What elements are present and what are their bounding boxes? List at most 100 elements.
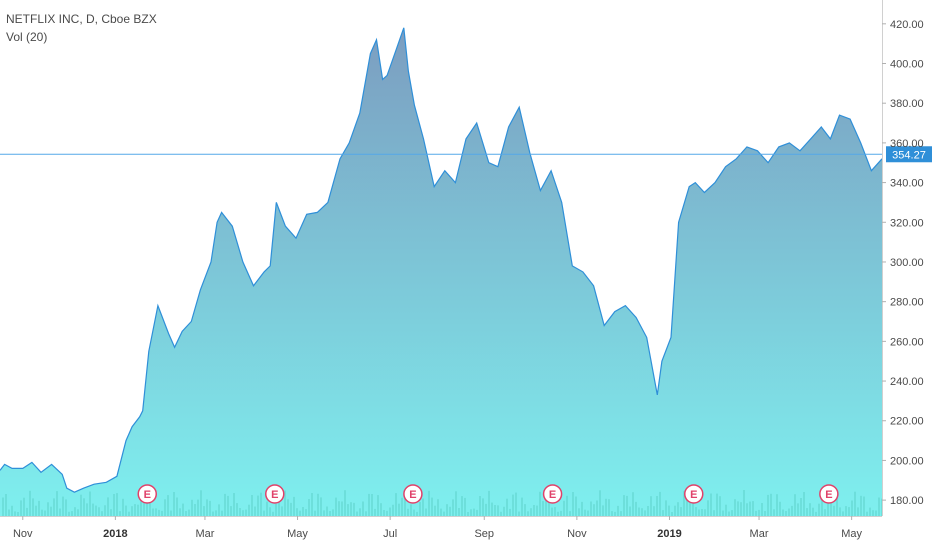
volume-bar (524, 504, 526, 516)
x-tick-label: Mar (750, 528, 769, 540)
volume-bar (515, 492, 517, 516)
volume-bar (83, 498, 85, 516)
volume-bar (695, 507, 697, 516)
volume-bar (14, 511, 16, 516)
volume-bar (41, 509, 43, 516)
earnings-marker[interactable] (137, 484, 158, 504)
volume-bar (197, 499, 199, 516)
y-axis: 180.00 200.00 220.00 240.00 260.00 280.00 300.… (882, 0, 924, 516)
volume-bar (620, 511, 622, 516)
earnings-marker[interactable] (819, 484, 839, 504)
volume-bar (209, 500, 211, 516)
volume-bar (443, 511, 445, 516)
volume-bar (668, 505, 670, 516)
volume-bar (722, 510, 724, 516)
volume-bar (269, 507, 271, 516)
volume-bar (656, 496, 658, 516)
volume-bar (446, 504, 448, 516)
last-price-badge (886, 146, 932, 163)
volume-bar (671, 512, 673, 516)
volume-bar (191, 499, 193, 516)
volume-bar (38, 500, 40, 516)
volume-bar (344, 490, 346, 516)
volume-bar (170, 510, 172, 516)
volume-bar (698, 509, 700, 516)
volume-bar (491, 502, 493, 516)
volume-bar (845, 506, 847, 516)
volume-bar (455, 491, 457, 516)
volume-bar (836, 497, 838, 516)
volume-bar (488, 490, 490, 516)
chart-title[interactable]: NETFLIX INC, D, Cboe BZX (6, 12, 157, 26)
volume-bar (401, 497, 403, 516)
volume-bar (458, 508, 460, 516)
earnings-marker[interactable] (403, 484, 423, 504)
x-tick-label: May (287, 528, 308, 540)
volume-bar (761, 503, 763, 516)
volume-bar (851, 500, 853, 516)
volume-bar (338, 501, 340, 516)
x-tick-label: Jul (383, 528, 397, 540)
volume-bar (293, 496, 295, 516)
volume-bar (686, 498, 688, 516)
volume-bar (371, 494, 373, 516)
volume-bar (50, 506, 52, 516)
volume-bar (20, 500, 22, 516)
volume-bar (545, 500, 547, 516)
volume-bar (683, 491, 685, 516)
volume-bar (266, 501, 268, 516)
earnings-marker-label: E (409, 489, 416, 501)
volume-bar (137, 504, 139, 516)
earnings-marker-label: E (690, 489, 697, 501)
earnings-marker[interactable] (265, 484, 285, 504)
x-tick-label: Nov (567, 528, 587, 540)
volume-bar (809, 503, 811, 516)
volume-bar (68, 511, 70, 516)
volume-bar (536, 505, 538, 516)
volume-bar (428, 490, 430, 516)
volume-bar (530, 508, 532, 516)
volume-bar (359, 508, 361, 516)
volume-bar (635, 501, 637, 516)
volume-bar (422, 498, 424, 516)
price-area (0, 27, 882, 517)
y-tick-label: 420.00 (890, 19, 924, 31)
volume-bar (233, 493, 235, 516)
volume-legend[interactable]: Vol (20) (6, 30, 48, 44)
earnings-marker-label: E (144, 489, 151, 501)
earnings-marker-label: E (549, 489, 556, 501)
volume-bar (257, 495, 259, 516)
volume-bar (329, 511, 331, 516)
volume-bar (272, 511, 274, 516)
y-tick-label: 220.00 (890, 416, 924, 428)
volume-bar (461, 496, 463, 516)
volume-bar (569, 511, 571, 516)
volume-bar (368, 493, 370, 516)
earnings-marker[interactable] (684, 484, 704, 504)
volume-bar (347, 504, 349, 516)
volume-bar (806, 508, 808, 516)
y-tick-label: 260.00 (890, 336, 924, 348)
y-tick-label: 200.00 (890, 455, 924, 467)
volume-bar (362, 501, 364, 516)
volume-bar (677, 502, 679, 516)
volume-bar (728, 511, 730, 516)
volume-bar (533, 505, 535, 516)
volume-bar (335, 497, 337, 516)
volume-bar (416, 511, 418, 516)
volume-bar (158, 509, 160, 516)
volume-bar (758, 509, 760, 516)
volume-bar (236, 503, 238, 516)
volume-bar (71, 511, 73, 516)
volume-bar (107, 497, 109, 516)
volume-bar (794, 494, 796, 516)
volume-bar (470, 509, 472, 516)
volume-bar (497, 505, 499, 516)
volume-bar (452, 499, 454, 516)
volume-bar (260, 492, 262, 516)
volume-bar (341, 501, 343, 516)
earnings-marker[interactable] (542, 484, 563, 504)
volume-bar (563, 500, 565, 516)
volume-bar (410, 504, 412, 516)
